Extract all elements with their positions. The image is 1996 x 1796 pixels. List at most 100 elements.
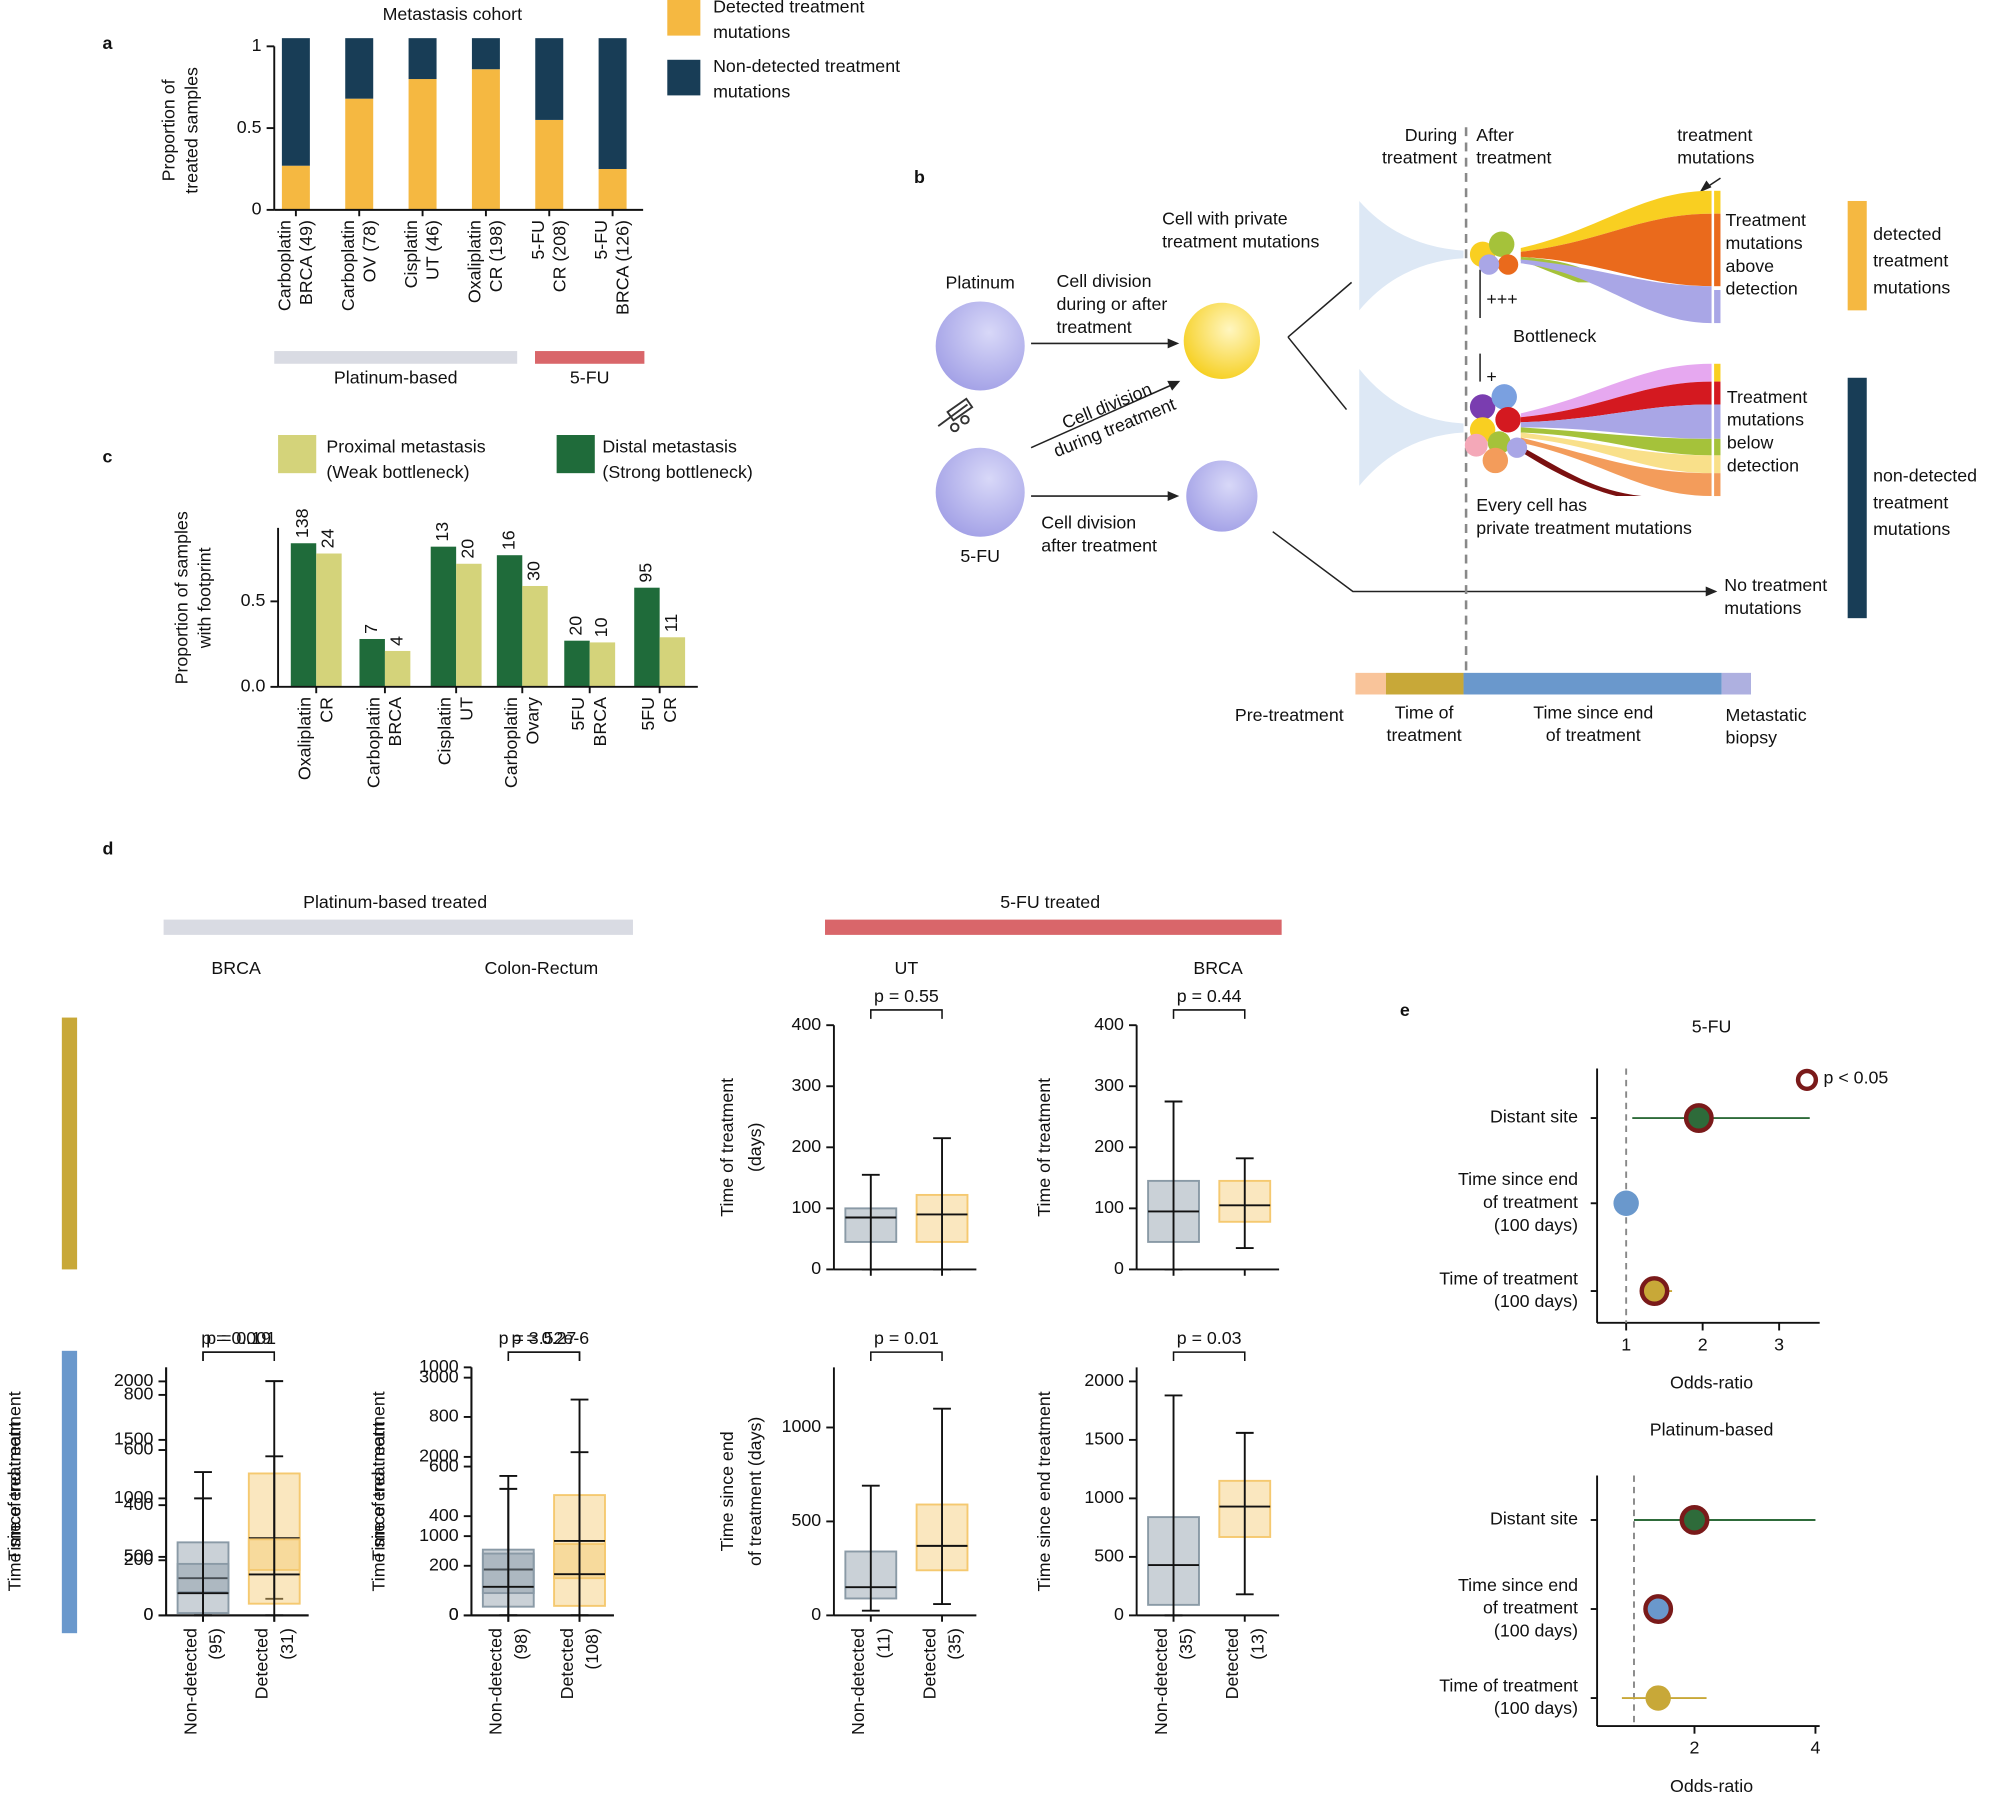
- diagram-label: Pre-treatment: [1235, 705, 1344, 725]
- diagram-label: detection: [1727, 456, 1799, 476]
- bar: [281, 165, 310, 210]
- diagram-label: Bottleneck: [1513, 326, 1596, 346]
- panel-title: BRCA: [1193, 958, 1243, 978]
- y-tick-label: 500: [791, 1510, 821, 1530]
- cell: [1186, 460, 1258, 532]
- diagram-label: detected: [1873, 224, 1941, 244]
- x-tick-label: BRCA (49): [296, 220, 316, 305]
- bar: [345, 98, 374, 210]
- row-label: (100 days): [1494, 1215, 1578, 1235]
- legend-label: Non-detected treatment: [713, 56, 900, 76]
- x-tick-label: Oxaliplatin: [295, 697, 315, 780]
- diagram-label: Treatment: [1727, 387, 1807, 407]
- x-tick-label: CR (208): [549, 220, 569, 292]
- row-bar: [61, 1350, 78, 1634]
- p-bracket: [507, 1351, 581, 1361]
- row-label: (100 days): [1494, 1621, 1578, 1641]
- diagram-label: Time of: [1395, 702, 1454, 722]
- y-tick-label: 800: [124, 1384, 154, 1404]
- y-tick-label: 0: [252, 199, 262, 219]
- bar: [496, 555, 523, 687]
- bar: [535, 119, 564, 210]
- diagram-label: Cell division: [1041, 513, 1136, 533]
- y-tick-label: 1500: [1084, 1429, 1124, 1449]
- x-tick-label: Non-detected: [180, 1628, 200, 1735]
- diagram-label: Metastatic: [1726, 705, 1807, 725]
- diagram-label: treatment: [1677, 125, 1752, 145]
- panel-label: a: [103, 33, 114, 53]
- y-tick-label: 0: [144, 1604, 154, 1624]
- y-tick-label: 0: [1114, 1604, 1124, 1624]
- y-tick-label: 1000: [114, 1487, 154, 1507]
- bar: [659, 637, 686, 687]
- x-tick-label: (13): [1247, 1628, 1267, 1660]
- streams-top: [1469, 190, 1721, 324]
- y-tick-label: 2000: [114, 1370, 154, 1390]
- p-bracket: [870, 1351, 943, 1361]
- legend-label: (Strong bottleneck): [602, 462, 752, 482]
- legend-label: Detected treatment: [713, 0, 864, 16]
- y-tick-label: 2000: [1084, 1370, 1124, 1390]
- bar: [430, 546, 457, 687]
- x-tick-label: (35): [1176, 1628, 1196, 1660]
- diagram-label: Platinum: [946, 272, 1015, 292]
- bar: [408, 38, 437, 80]
- timeline: [1385, 672, 1464, 695]
- legend-label: mutations: [713, 82, 790, 102]
- p-value: p = 0.03: [1177, 1328, 1242, 1348]
- label: with footprint: [194, 547, 214, 649]
- timeline: [1721, 672, 1751, 695]
- p-bracket: [870, 1009, 943, 1019]
- label: Proportion of samples: [171, 511, 191, 684]
- count-label: 16: [498, 530, 518, 550]
- group-bar: [825, 919, 1282, 935]
- x-tick-label: Detected: [557, 1628, 577, 1699]
- bar: [634, 587, 660, 687]
- y-tick-label: 0.0: [241, 676, 266, 696]
- side-bar: [1847, 377, 1867, 619]
- bar: [522, 585, 548, 687]
- y-tick-label: 300: [791, 1075, 821, 1095]
- x-tick-label: CR: [316, 697, 336, 723]
- diagram-label: detection: [1726, 279, 1798, 299]
- x-tick-label: Non-detected: [848, 1628, 868, 1735]
- x-tick-label: Non-detected: [1151, 1628, 1171, 1735]
- x-tick-label: CR: [660, 697, 680, 723]
- label: (days): [745, 1123, 765, 1172]
- legend-swatch: [667, 59, 701, 96]
- diagram-label: mutations: [1873, 277, 1950, 297]
- x-tick-label: Cisplatin: [435, 697, 455, 765]
- x-tick-label: BRCA: [590, 697, 610, 747]
- diagram-label: treatment mutations: [1162, 232, 1319, 252]
- bar: [598, 168, 627, 210]
- bar: [598, 38, 627, 169]
- bar: [359, 638, 385, 687]
- diagram-label: biopsy: [1726, 728, 1778, 748]
- count-label: 10: [591, 617, 611, 637]
- y-tick-label: 600: [124, 1439, 154, 1459]
- y-tick-label: 800: [429, 1406, 459, 1426]
- x-tick-label: CR (198): [486, 220, 506, 292]
- bar: [564, 640, 590, 687]
- legend-label: Proximal metastasis: [326, 436, 485, 456]
- label: Time since end treatment: [1034, 1391, 1054, 1591]
- p-bracket: [1172, 1009, 1246, 1019]
- legend-marker: [1795, 1068, 1819, 1092]
- y-tick-label: 500: [124, 1546, 154, 1566]
- y-tick-label: 0: [811, 1258, 821, 1278]
- p-bracket: [202, 1351, 276, 1361]
- group-header: Platinum-based treated: [303, 892, 487, 912]
- diagram-label: mutations: [1677, 148, 1754, 168]
- x-tick-label: Carboplatin: [274, 220, 294, 311]
- x-tick-label: Detected: [1222, 1628, 1242, 1699]
- x-tick-label: 5-FU: [591, 220, 611, 260]
- y-tick-label: 0: [811, 1604, 821, 1624]
- y-tick-label: 0.5: [237, 117, 262, 137]
- count-label: 11: [661, 614, 681, 633]
- label: Time since end treatment: [369, 1391, 389, 1591]
- count-label: 4: [386, 636, 406, 646]
- diagram-label: of treatment: [1546, 725, 1641, 745]
- count-label: 13: [432, 522, 452, 542]
- x-tick-label: Carboplatin: [338, 220, 358, 311]
- diagram-label: No treatment: [1724, 575, 1827, 595]
